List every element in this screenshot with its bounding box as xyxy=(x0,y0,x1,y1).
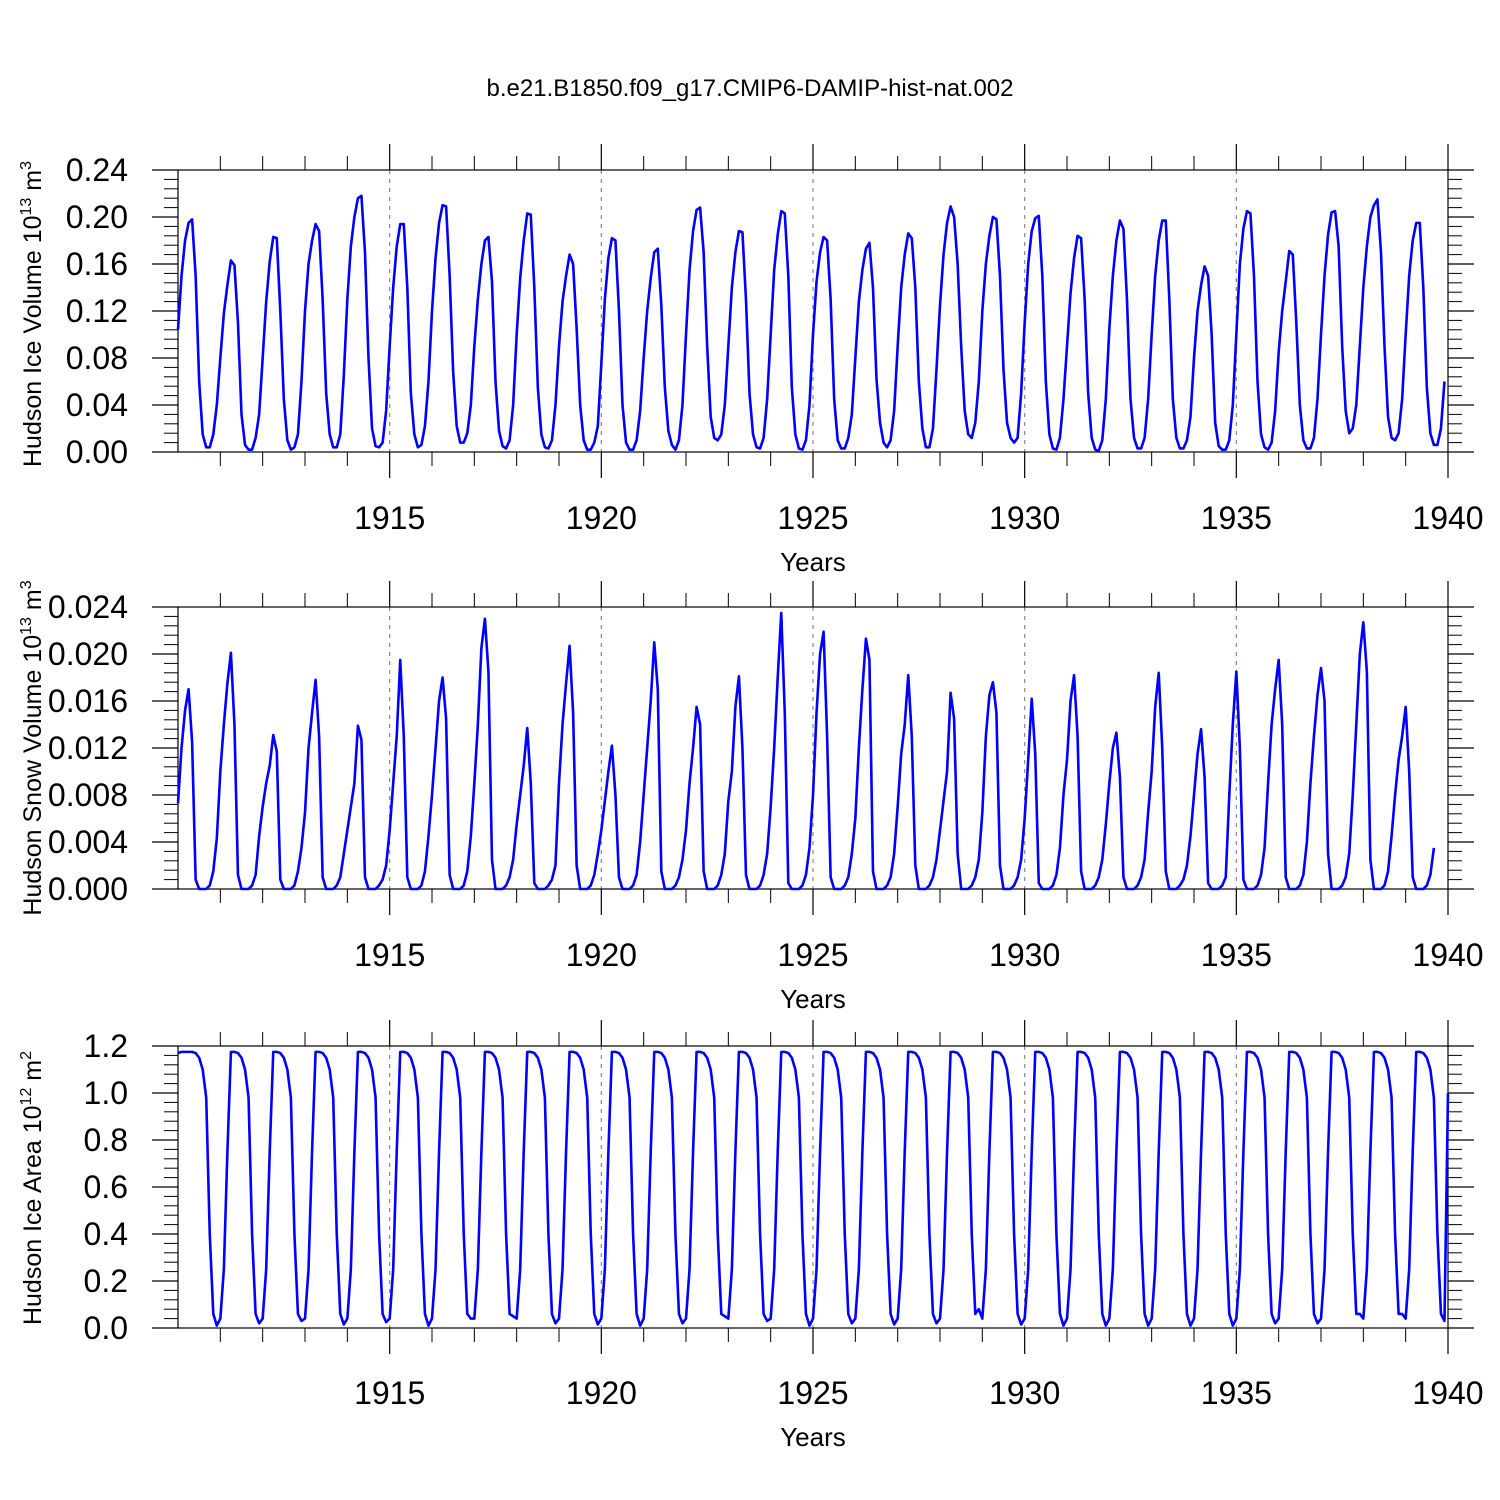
panel-1: 0.00 0.04 0.08 0.12 0.16 0.20 0.24 1915 1920 1925… xyxy=(18,144,1484,577)
y-label-exp: 13 xyxy=(18,198,35,216)
x-axis-label: Years xyxy=(780,547,846,577)
y-tick-label: 0.8 xyxy=(84,1122,128,1158)
x-tick-label: 1935 xyxy=(1201,500,1272,536)
y-axis-label: Hudson Ice Area 1012 m2 xyxy=(18,1051,47,1325)
panels: 0.00 0.04 0.08 0.12 0.16 0.20 0.24 1915 1920 1925… xyxy=(18,144,1484,1452)
y-label-exp: 13 xyxy=(18,617,35,635)
y-tick-label: 0.04 xyxy=(66,387,128,423)
y-label-unit-exp: 3 xyxy=(18,580,35,589)
x-tick-label: 1920 xyxy=(566,1375,637,1411)
y-tick-label: 1.2 xyxy=(84,1028,128,1064)
series-line xyxy=(177,1050,1450,1327)
x-tick-label: 1930 xyxy=(989,937,1060,973)
x-tick-label: 1915 xyxy=(354,1375,425,1411)
x-tick-label: 1920 xyxy=(566,937,637,973)
y-label-main: Hudson Ice Volume 10 xyxy=(19,215,47,467)
x-tick-label: 1935 xyxy=(1201,1375,1272,1411)
y-tick-label: 0.16 xyxy=(66,246,128,282)
y-tick-label: 0.0 xyxy=(84,1310,128,1346)
y-tick-label: 0.008 xyxy=(48,777,128,813)
x-tick-label: 1930 xyxy=(989,500,1060,536)
y-tick-label: 0.08 xyxy=(66,340,128,376)
y-tick-label: 0.000 xyxy=(48,871,128,907)
y-axis-label: Hudson Snow Volume 1013 m3 xyxy=(18,580,47,915)
y-tick-label: 0.20 xyxy=(66,199,128,235)
y-label-exp: 12 xyxy=(18,1088,35,1106)
figure-title: b.e21.B1850.f09_g17.CMIP6-DAMIP-hist-nat… xyxy=(487,75,1014,102)
y-tick-label: 0.24 xyxy=(66,152,128,188)
y-label-unit-exp: 2 xyxy=(18,1051,35,1060)
x-tick-label: 1920 xyxy=(566,500,637,536)
y-tick-label: 0.00 xyxy=(66,434,128,470)
y-tick-label: 0.6 xyxy=(84,1169,128,1205)
y-label-unit: m xyxy=(19,589,47,617)
y-tick-label: 0.2 xyxy=(84,1263,128,1299)
y-tick-label: 0.4 xyxy=(84,1216,128,1252)
y-label-unit-exp: 3 xyxy=(18,161,35,170)
y-tick-label: 0.020 xyxy=(48,636,128,672)
x-axis-label: Years xyxy=(780,1422,846,1452)
y-tick-label: 0.016 xyxy=(48,683,128,719)
x-tick-label: 1940 xyxy=(1412,937,1483,973)
plot-frame xyxy=(177,606,1449,890)
x-tick-label: 1915 xyxy=(354,500,425,536)
y-tick-label: 0.024 xyxy=(48,589,128,625)
plot-frame xyxy=(177,1045,1449,1329)
series-line xyxy=(176,611,1436,891)
x-tick-label: 1925 xyxy=(777,500,848,536)
x-axis-label: Years xyxy=(780,984,846,1014)
x-tick-label: 1935 xyxy=(1201,937,1272,973)
x-tick-label: 1925 xyxy=(777,937,848,973)
y-tick-label: 1.0 xyxy=(84,1075,128,1111)
y-tick-label: 0.012 xyxy=(48,730,128,766)
plot-frame xyxy=(177,169,1449,453)
y-label-unit: m xyxy=(19,1060,47,1088)
y-label-main: Hudson Snow Volume 10 xyxy=(19,635,47,916)
x-tick-label: 1940 xyxy=(1412,500,1483,536)
y-label-unit: m xyxy=(19,170,47,198)
x-tick-label: 1915 xyxy=(354,937,425,973)
y-label-main: Hudson Ice Area 10 xyxy=(19,1105,47,1325)
panel-2: 0.000 0.004 0.008 0.012 0.016 0.020 0.024 1915 1… xyxy=(18,580,1484,1014)
x-tick-label: 1930 xyxy=(989,1375,1060,1411)
y-tick-label: 0.12 xyxy=(66,293,128,329)
x-tick-label: 1925 xyxy=(777,1375,848,1411)
series-line xyxy=(176,194,1446,453)
y-tick-label: 0.004 xyxy=(48,824,128,860)
panel-3: 0.0 0.2 0.4 0.6 0.8 1.0 1.2 1915 1920 1925 1930 193… xyxy=(18,1020,1484,1452)
y-axis-label: Hudson Ice Volume 1013 m3 xyxy=(18,161,47,467)
x-tick-label: 1940 xyxy=(1412,1375,1483,1411)
